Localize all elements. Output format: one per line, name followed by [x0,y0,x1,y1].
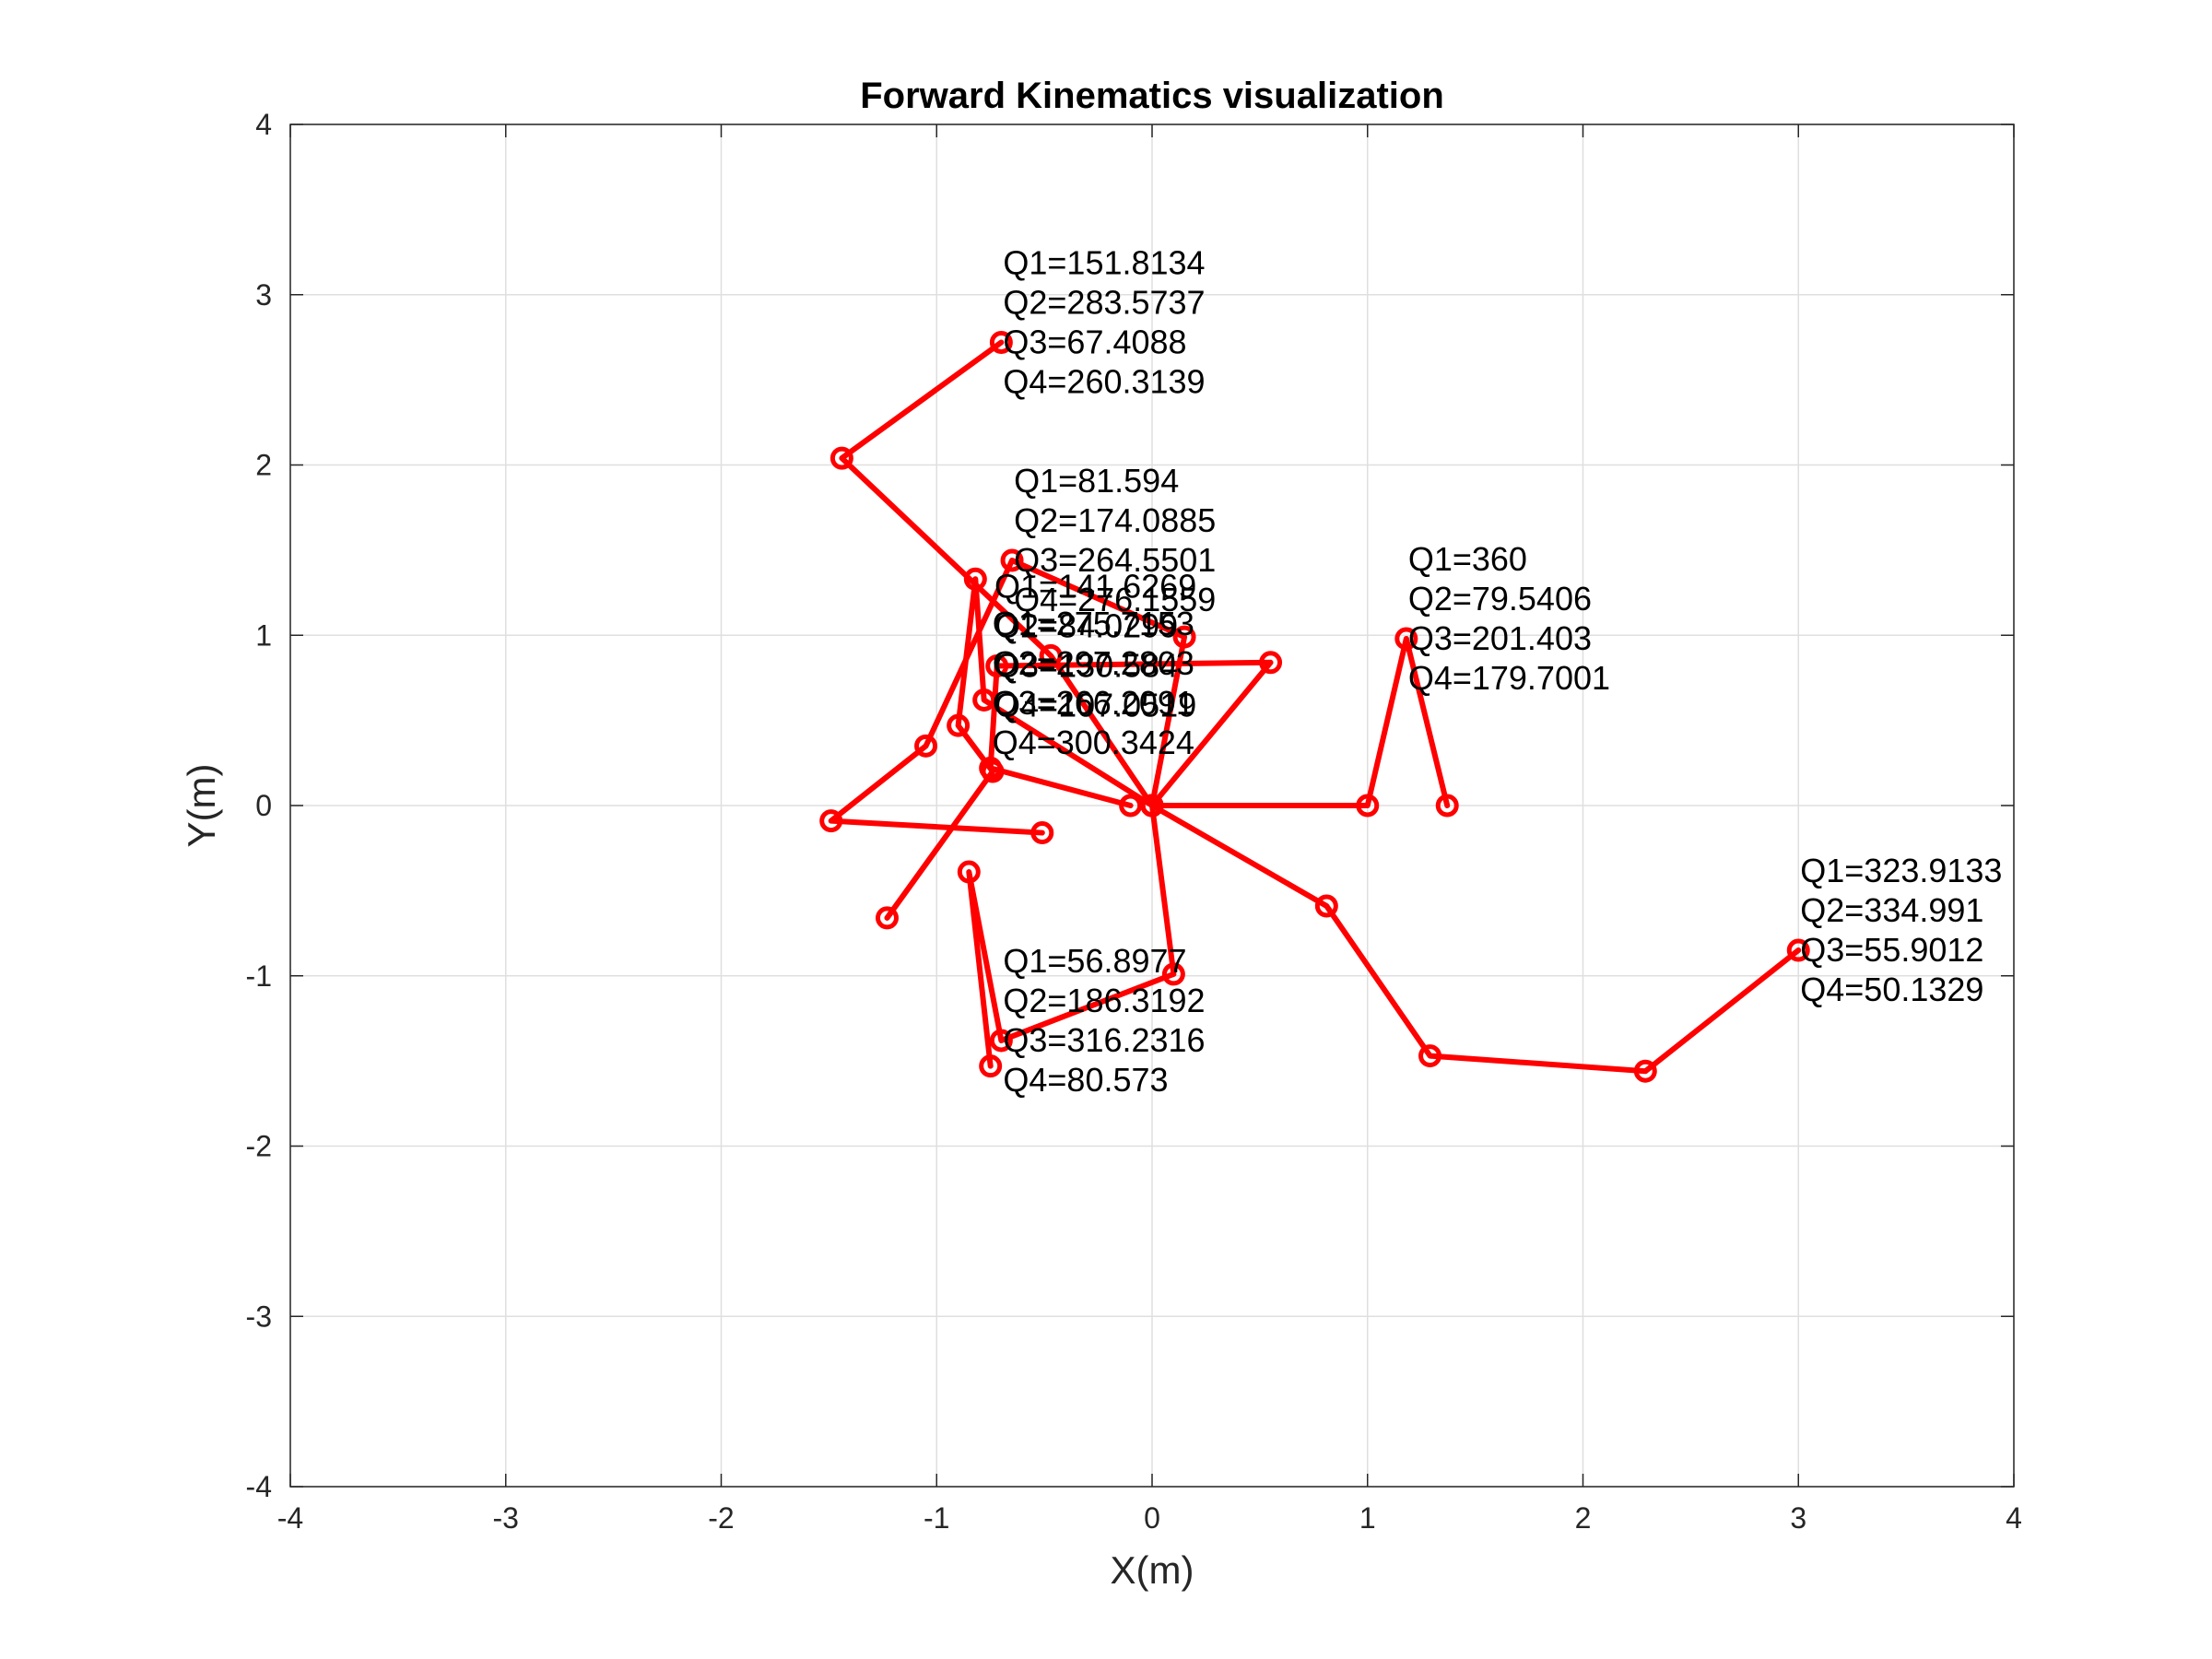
joint-marker [830,446,853,470]
y-tick-label: -3 [246,1300,272,1333]
x-tick-label: -4 [277,1501,303,1535]
joint-marker [1140,794,1164,818]
y-axis-label: Y(m) [180,764,223,848]
joint-marker [1172,625,1196,649]
y-tick-label: -1 [246,959,272,993]
series-line [839,339,1155,808]
joint-marker [1314,894,1338,918]
y-tick-label: 4 [255,108,272,141]
x-tick-label: 2 [1575,1501,1592,1535]
chart-title: Forward Kinematics visualization [860,76,1444,116]
joint-angle-label: Q3=55.9012 [1800,931,1983,969]
joint-angle-label: Q3=130.584 [994,647,1178,685]
y-tick-label: 0 [255,789,272,822]
axis-ticks: -4 -3 -2 -1 0 1 2 3 4 -4 -3 -2 -1 0 1 2 3 4 [246,108,2022,1535]
joint-angle-label: Q1=56.8977 [1003,942,1186,980]
joint-angle-label: Q1=275.7153 [993,605,1194,642]
joint-angle-label: Q2=174.0885 [1014,501,1216,539]
joint-marker [1161,962,1185,986]
joint-angle-label: Q2=283.5737 [1003,283,1205,321]
joint-angle-label: Q3=316.2316 [1003,1021,1205,1059]
x-axis-label: X(m) [1111,1548,1194,1592]
x-tick-label: -2 [708,1501,734,1535]
x-tick-label: 4 [2006,1501,2022,1535]
y-tick-label: 1 [255,618,272,652]
joint-angle-label: Q2=297.2803 [993,644,1194,682]
joint-marker [1000,548,1024,572]
joint-angle-label: Q1=151.8134 [1003,243,1205,281]
joint-marker [947,713,971,737]
x-tick-label: 1 [1359,1501,1376,1535]
joint-marker [979,1054,1003,1078]
joint-marker [1786,938,1810,962]
joint-marker [1259,651,1283,675]
joint-marker [985,654,1009,678]
joint-angle-label: Q4=107.0519 [994,687,1196,724]
x-tick-label: -1 [924,1501,949,1535]
joint-angle-label: Q2=84.0299 [994,607,1178,645]
joint-angle-label: Q1=81.594 [1014,462,1179,500]
series-line [1149,635,1451,808]
x-tick-label: 3 [1790,1501,1806,1535]
joint-angle-label: Q2=79.5406 [1408,580,1592,618]
joint-angle-label: Q4=276.1559 [1014,581,1216,618]
joint-angle-label: Q4=50.1329 [1800,971,1983,1008]
y-tick-label: -2 [246,1130,272,1163]
joint-marker [875,906,899,930]
joint-marker [989,330,1013,354]
joint-marker [1418,1044,1442,1068]
x-tick-label: -3 [493,1501,519,1535]
joint-marker [819,809,843,833]
series-7 [957,794,1185,1078]
joint-marker [1119,794,1143,818]
joint-marker [1356,794,1380,818]
joint-marker [989,1029,1013,1053]
joint-angle-label: Q2=186.3192 [1003,982,1205,1019]
joint-angle-label: Q2=334.991 [1800,891,1983,929]
annotations-group: Q1=323.9133Q2=334.991Q3=55.9012Q4=50.132… [993,243,2003,1098]
series-line [1149,803,1802,1075]
joint-marker [957,860,981,884]
joint-marker [1633,1059,1657,1083]
x-tick-label: 0 [1144,1501,1160,1535]
joint-angle-label: Q4=260.3139 [1003,362,1205,400]
joint-angle-label: Q3=266.2091 [993,684,1194,722]
series-group [819,330,1810,1083]
joint-angle-label: Q3=67.4088 [1003,323,1186,360]
joint-angle-label: Q4=300.3424 [993,724,1194,761]
joint-angle-label: Q4=179.7001 [1408,659,1610,697]
y-tick-label: 2 [255,449,272,482]
joint-angle-label: Q3=264.5501 [1014,541,1216,579]
series-line [884,576,1155,921]
series-line [966,803,1177,1069]
y-tick-label: 3 [255,278,272,312]
joint-marker [1394,627,1418,651]
joint-marker [963,567,987,591]
joint-angle-label: Q1=360 [1408,540,1527,578]
joint-angle-label: Q3=201.403 [1408,619,1592,657]
y-tick-label: -4 [246,1470,272,1503]
joint-angle-label: Q4=80.573 [1003,1061,1168,1099]
joint-marker [1435,794,1459,818]
joint-angle-label: Q1=323.9133 [1800,852,2002,889]
joint-marker [1030,821,1054,845]
joint-angle-label: Q1=141.6269 [994,568,1196,606]
joint-marker [979,756,1003,780]
joint-marker [914,734,938,758]
series-line [987,659,1274,808]
